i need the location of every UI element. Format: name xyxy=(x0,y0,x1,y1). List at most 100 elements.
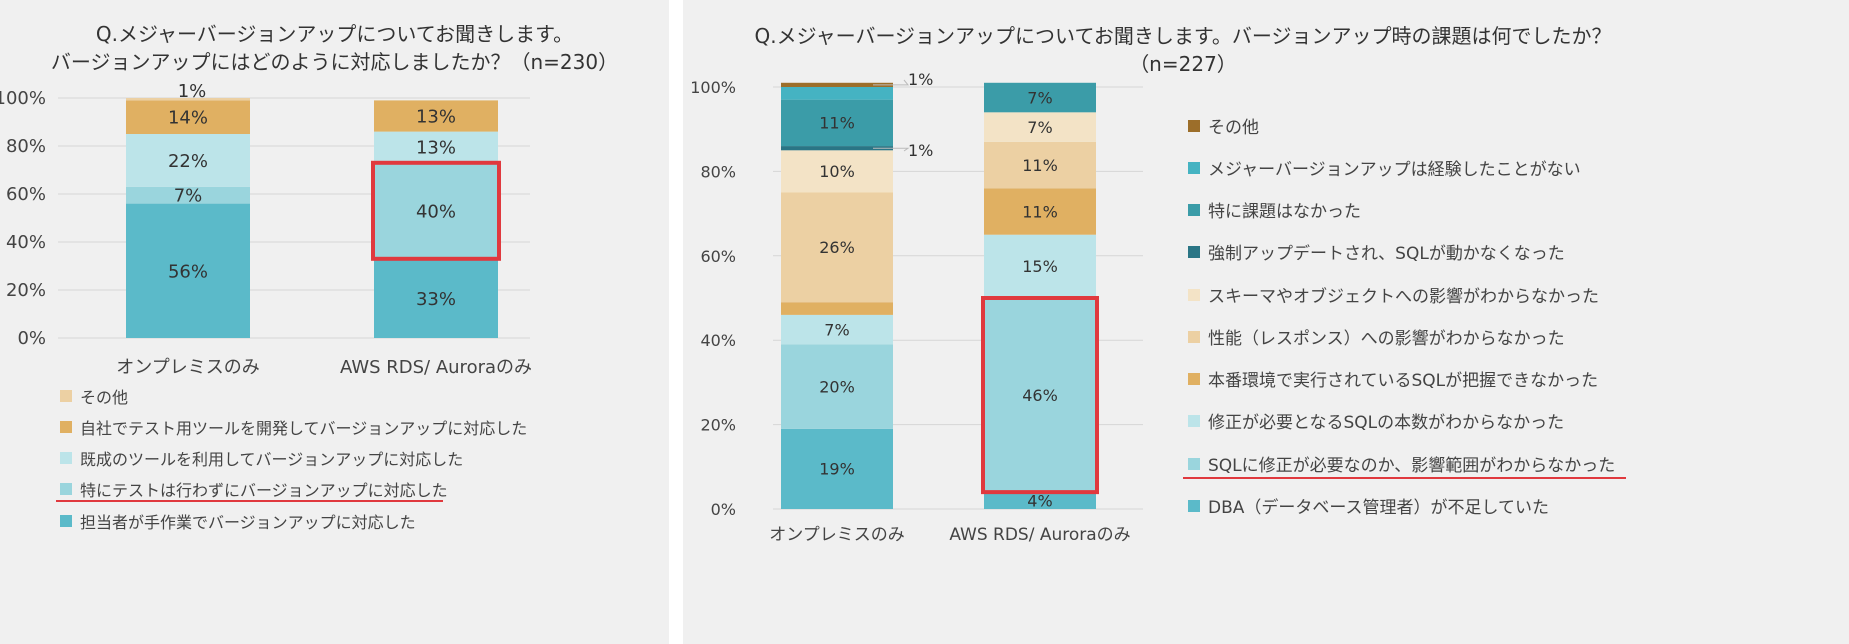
legend-swatch xyxy=(1188,288,1200,301)
chart-title-line: Q.メジャーバージョンアップについてお聞きします。バージョンアップ時の課題は何で… xyxy=(754,24,1612,48)
bar-segment xyxy=(781,302,893,315)
bar-segment xyxy=(984,492,1096,509)
legend-swatch xyxy=(60,452,72,464)
chart-title: Q.メジャーバージョンアップについてお聞きします。バージョンアップ時の課題は何で… xyxy=(683,22,1683,78)
stacked-bar-chart: 0% 20% 40% 60% 80% 100% 56% 7% 22% 14% オンプレミスのみ 33%… xyxy=(0,81,532,378)
bar-segment xyxy=(984,298,1096,493)
chart-title: Q.メジャーバージョンアップについてお聞きします。 バージョンアップにはどのよう… xyxy=(0,20,669,76)
y-tick-label: 0% xyxy=(17,328,46,349)
bar-segment xyxy=(374,131,498,163)
legend-item: 特に課題はなかった xyxy=(1188,197,1361,222)
chart-panel-right: Q.メジャーバージョンアップについてお聞きします。バージョンアップ時の課題は何で… xyxy=(683,0,1849,644)
legend-item: その他 xyxy=(60,384,128,408)
x-category-label: AWS RDS/ Auroraのみ xyxy=(949,525,1130,545)
data-label: 13% xyxy=(416,138,456,159)
legend-swatch xyxy=(60,421,72,433)
data-label: 7% xyxy=(1027,118,1052,137)
bar-segment xyxy=(126,186,250,204)
data-label: 22% xyxy=(168,151,208,172)
legend-swatch xyxy=(60,515,72,527)
y-tick-label: 20% xyxy=(700,416,736,435)
data-label: 11% xyxy=(1022,202,1058,221)
legend-swatch xyxy=(1188,245,1200,258)
bar-segment xyxy=(984,234,1096,298)
y-tick-label: 60% xyxy=(700,247,736,266)
chart-legend: その他自社でテスト用ツールを開発してバージョンアップに対応した 既成のツールを利用… xyxy=(0,0,669,644)
bar-segment xyxy=(126,134,250,187)
data-label: 7% xyxy=(174,186,203,207)
data-label: 26% xyxy=(819,238,855,257)
bar-segment xyxy=(126,100,250,134)
x-category-label: オンプレミスのみ xyxy=(116,357,259,378)
x-category-label: オンプレミスのみ xyxy=(769,525,905,545)
y-tick-label: 0% xyxy=(711,500,736,519)
bar-segment xyxy=(984,82,1096,113)
legend-label: 性能（レスポンス）への影響がわからなかった xyxy=(1208,329,1565,349)
legend-label: 修正が必要となるSQLの本数がわからなかった xyxy=(1208,413,1565,433)
legend-swatch xyxy=(1188,330,1200,343)
y-tick-label: 80% xyxy=(6,136,46,157)
label-leader-line xyxy=(873,79,910,86)
legend-item: 修正が必要となるSQLの本数がわからなかった xyxy=(1188,408,1564,433)
data-label: 1% xyxy=(178,81,207,102)
legend-label: 強制アップデートされ、SQLが動かなくなった xyxy=(1208,244,1565,264)
bar-segment xyxy=(781,99,893,147)
legend-swatch xyxy=(1188,372,1200,385)
legend-label: DBA（データベース管理者）が不足していた xyxy=(1208,498,1550,518)
highlight-box xyxy=(981,296,1099,495)
legend-swatch xyxy=(60,390,72,402)
bar-segment xyxy=(781,192,893,303)
legend-swatch xyxy=(60,483,72,495)
legend-label: 本番環境で実行されているSQLが把握できなかった xyxy=(1208,371,1599,391)
legend-label: 担当者が手作業でバージョンアップに対応した xyxy=(80,513,416,532)
data-label: 11% xyxy=(1022,156,1058,175)
bar-segment xyxy=(781,82,893,87)
bar-segment xyxy=(126,203,250,338)
y-tick-label: 40% xyxy=(6,232,46,253)
legend-label: 既成のツールを利用してバージョンアップに対応した xyxy=(80,450,464,469)
legend-label: スキーマやオブジェクトへの影響がわからなかった xyxy=(1208,287,1599,307)
legend-swatch xyxy=(1188,414,1200,427)
data-label: 13% xyxy=(416,106,456,127)
bar-segment xyxy=(374,162,498,259)
data-label: 20% xyxy=(819,377,855,396)
legend-item: 自社でテスト用ツールを開発してバージョンアップに対応した xyxy=(60,415,527,439)
legend-item: 担当者が手作業でバージョンアップに対応した xyxy=(60,509,416,533)
legend-label: 特に課題はなかった xyxy=(1208,202,1361,222)
y-tick-label: 20% xyxy=(6,280,46,301)
legend-item: 本番環境で実行されているSQLが把握できなかった xyxy=(1188,366,1598,391)
data-label: 1% xyxy=(908,70,933,89)
stacked-bar-chart: 0% 20% 40% 60% 80% 100% 19% 20% 7% 26% 10% 11% オンプレミ… xyxy=(690,70,1143,545)
legend-label: SQLに修正が必要なのか、影響範囲がわからなかった xyxy=(1208,456,1616,476)
bar-segment xyxy=(781,314,893,345)
legend-swatch xyxy=(1188,499,1200,512)
y-tick-label: 100% xyxy=(0,88,46,109)
bar-segment xyxy=(781,87,893,100)
bar-segment xyxy=(984,188,1096,235)
y-tick-label: 60% xyxy=(6,184,46,205)
chart-subtitle-line: （n=227） xyxy=(1129,52,1237,76)
legend-label: 自社でテスト用ツールを開発してバージョンアップに対応した xyxy=(80,419,528,438)
bar-segment xyxy=(374,100,498,132)
data-label: 46% xyxy=(1022,386,1058,405)
legend-item: その他 xyxy=(1188,113,1259,138)
bar-segment xyxy=(781,344,893,429)
bar-segment xyxy=(984,141,1096,189)
bar-segment xyxy=(781,146,893,151)
x-category-label: AWS RDS/ Auroraのみ xyxy=(340,357,532,378)
bar-segment xyxy=(984,112,1096,142)
data-label: 4% xyxy=(1027,491,1052,510)
legend-emphasis-underline xyxy=(56,500,443,502)
legend-item: 既成のツールを利用してバージョンアップに対応した xyxy=(60,446,463,470)
bar-segment xyxy=(126,98,250,101)
legend-item: 強制アップデートされ、SQLが動かなくなった xyxy=(1188,239,1565,264)
bar-segment xyxy=(781,150,893,193)
label-leader-line xyxy=(873,147,910,152)
data-label: 15% xyxy=(1022,257,1058,276)
data-label: 33% xyxy=(416,289,456,310)
legend-item: SQLに修正が必要なのか、影響範囲がわからなかった xyxy=(1188,451,1615,476)
data-label: 11% xyxy=(819,114,855,133)
data-label: 7% xyxy=(824,320,849,339)
legend-label: メジャーバージョンアップは経験したことがない xyxy=(1208,160,1581,180)
legend-swatch xyxy=(1188,119,1200,132)
